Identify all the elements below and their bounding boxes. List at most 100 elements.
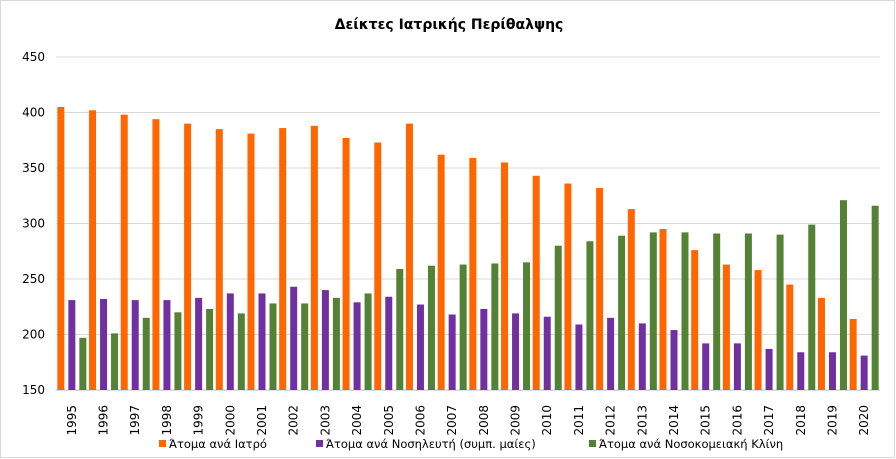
bar [849,318,857,390]
bar [416,304,424,390]
bar [342,138,350,390]
x-tick-label: 2003 [318,405,332,436]
bar [100,298,108,390]
bar [817,297,825,390]
bar [195,297,203,390]
bar [57,106,65,390]
bar [237,313,245,390]
x-tick-label: 2002 [287,405,301,436]
bar [575,324,583,390]
bar [649,232,657,390]
bar [871,205,879,390]
bar [491,263,499,390]
x-tick-label: 2012 [604,405,618,436]
bar [607,317,615,390]
bar [480,308,488,390]
bar [437,154,445,390]
x-tick-label: 2004 [350,405,364,436]
bar [258,293,266,390]
bar [364,293,372,390]
x-tick-label: 2010 [540,405,554,436]
bar [564,183,572,390]
legend-label: Άτομα ανά Νοσοκομειακή Κλίνη [599,437,783,451]
bar [163,300,171,390]
bar [596,187,604,390]
legend-swatch [159,440,166,447]
bar [702,343,710,390]
bar [374,142,382,390]
y-tick-label: 150 [22,383,45,397]
y-tick-label: 400 [22,106,45,120]
bar [405,123,413,390]
bar [120,114,128,390]
bar [226,293,234,390]
bar [532,175,540,390]
bar [290,286,298,390]
bar [215,129,223,390]
bar [269,303,277,390]
bar [301,303,309,390]
bar [733,343,741,390]
bar [523,262,531,390]
bar [321,290,329,390]
x-tick-label: 1996 [97,405,111,436]
x-tick-label: 2001 [255,405,269,436]
bar [638,323,646,390]
x-tick-label: 2019 [825,405,839,436]
y-axis-ticks: 150 200 250 300 350 400 450 [22,50,45,397]
bar [722,264,730,390]
bar [111,333,119,390]
legend-label: Άτομα ανά Ιατρό [169,437,267,451]
bar [353,302,361,390]
bar [448,314,456,390]
legend-label: Άτομα ανά Νοσηλευτή (συμπ. μαίες) [326,437,536,451]
bars [57,106,879,390]
x-tick-label: 1997 [128,405,142,436]
x-tick-label: 2018 [794,405,808,436]
bar [469,158,477,390]
bar [765,348,773,390]
x-tick-label: 2011 [572,405,586,436]
bar [808,224,816,390]
y-tick-label: 250 [22,272,45,286]
bar [860,355,868,390]
x-tick-label: 2006 [413,405,427,436]
x-tick-label: 2000 [223,405,237,436]
bar [310,125,318,390]
x-tick-label: 2013 [635,405,649,436]
bar [131,300,139,390]
y-tick-label: 300 [22,217,45,231]
bar [279,128,287,390]
bar [512,313,520,390]
bar [396,269,404,390]
bar [839,200,847,390]
bar [501,162,509,390]
y-tick-label: 350 [22,161,45,175]
x-tick-label: 2008 [477,405,491,436]
bar [385,296,393,390]
x-tick-label: 2005 [382,405,396,436]
x-tick-label: 2009 [509,405,523,436]
bar [586,241,594,390]
bar [618,235,626,390]
x-axis-ticks: 1995 1996 1997 1998 1999 2000 2001 2002 2003 2004… [65,405,871,436]
bar [459,264,467,390]
legend: Άτομα ανά Ιατρό Άτομα ανά Νοσηλευτή (συμπ… [159,437,783,451]
y-tick-label: 200 [22,328,45,342]
bar [184,123,192,390]
bar [332,297,340,390]
bar [142,317,150,390]
bar [89,110,97,390]
bar [797,352,805,390]
bar [681,232,689,390]
x-tick-label: 1999 [192,405,206,436]
bar [744,233,752,390]
x-tick-label: 2020 [857,405,871,436]
chart-title: Δείκτες Ιατρικής Περίθαλψης [335,17,564,33]
bar [427,265,435,390]
x-tick-label: 1995 [65,405,79,436]
bar [659,229,667,390]
bar [247,133,255,390]
